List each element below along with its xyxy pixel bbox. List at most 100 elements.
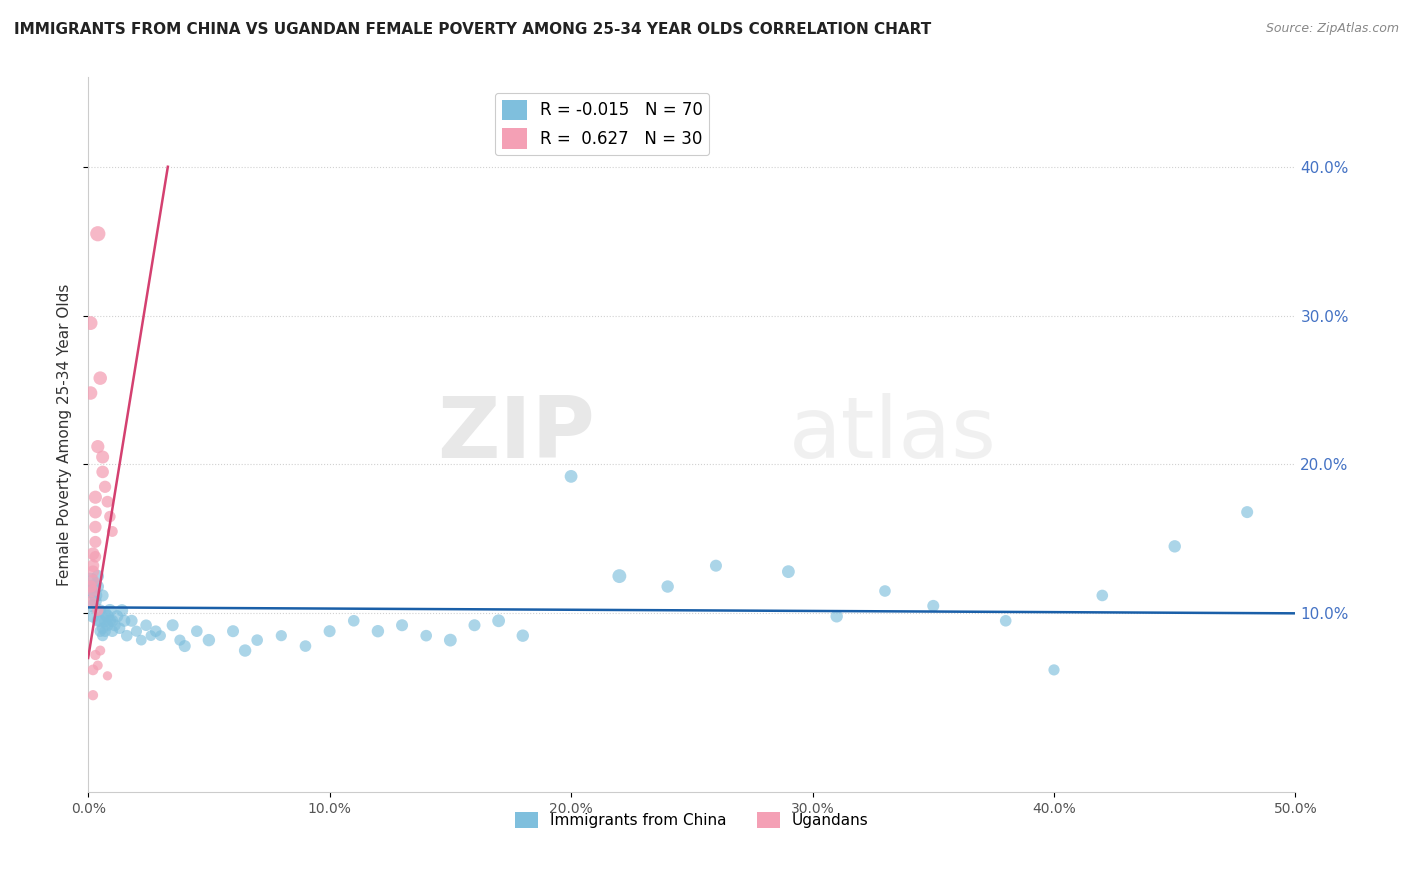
Point (84, 505, 107, 519)
Point (96, 669, 118, 683)
Point (139, 629, 162, 643)
Point (111, 603, 134, 617)
Point (108, 621, 131, 635)
Point (125, 624, 148, 639)
Point (270, 629, 292, 643)
Point (79, 386, 101, 401)
Point (82, 688, 104, 702)
Point (98, 614, 121, 628)
Point (79, 594, 101, 608)
Point (246, 633, 269, 648)
Legend: Immigrants from China, Ugandans: Immigrants from China, Ugandans (509, 806, 875, 834)
Point (169, 633, 191, 648)
Point (91, 621, 114, 635)
Point (84, 648, 107, 662)
Point (96, 618, 118, 632)
Point (173, 639, 195, 653)
Point (79, 574, 101, 588)
Point (101, 624, 124, 639)
Point (609, 569, 631, 583)
Point (79, 584, 101, 599)
Point (704, 558, 727, 573)
Point (87, 580, 110, 594)
Point (96, 609, 118, 624)
Point (84, 594, 107, 608)
Point (84, 520, 107, 534)
Point (1091, 589, 1114, 603)
Point (186, 624, 208, 639)
Point (87, 614, 110, 628)
Point (87, 440, 110, 454)
Point (994, 614, 1017, 628)
Point (89, 614, 111, 628)
Point (94, 614, 117, 628)
Point (89, 643, 111, 657)
Point (89, 624, 111, 639)
Point (94, 607, 117, 621)
Point (98, 509, 121, 524)
Point (922, 599, 945, 613)
Point (198, 633, 221, 648)
Point (91, 465, 114, 479)
Point (82, 558, 104, 573)
Point (105, 609, 128, 624)
Point (233, 643, 256, 657)
Point (512, 629, 534, 643)
Point (1236, 505, 1258, 519)
Text: Source: ZipAtlas.com: Source: ZipAtlas.com (1265, 22, 1399, 36)
Point (91, 629, 114, 643)
Point (104, 618, 127, 632)
Point (82, 609, 104, 624)
Point (778, 565, 800, 579)
Point (149, 629, 172, 643)
Point (96, 494, 118, 508)
Point (84, 549, 107, 564)
Point (79, 580, 101, 594)
Point (129, 633, 152, 648)
Point (91, 450, 114, 464)
Point (101, 524, 124, 539)
Point (87, 603, 110, 617)
Point (87, 227, 110, 241)
Point (89, 371, 111, 385)
Text: ZIP: ZIP (437, 393, 595, 476)
Point (1164, 539, 1187, 553)
Point (343, 614, 366, 628)
Point (825, 609, 848, 624)
Point (98, 603, 121, 617)
Point (415, 629, 437, 643)
Point (135, 618, 157, 632)
Point (79, 316, 101, 330)
Point (87, 569, 110, 583)
Point (657, 580, 679, 594)
Point (439, 633, 461, 648)
Point (82, 663, 104, 677)
Point (112, 614, 135, 628)
Point (318, 624, 340, 639)
Point (82, 584, 104, 599)
Point (82, 574, 104, 588)
Point (82, 580, 104, 594)
Point (84, 534, 107, 549)
Point (115, 629, 138, 643)
Point (101, 614, 124, 628)
Point (294, 639, 316, 653)
Point (873, 584, 896, 599)
Point (94, 480, 117, 494)
Point (84, 490, 107, 504)
Point (82, 547, 104, 561)
Point (82, 599, 104, 613)
Text: IMMIGRANTS FROM CHINA VS UGANDAN FEMALE POVERTY AMONG 25-34 YEAR OLDS CORRELATIO: IMMIGRANTS FROM CHINA VS UGANDAN FEMALE … (14, 22, 931, 37)
Point (82, 565, 104, 579)
Point (222, 624, 245, 639)
Point (463, 618, 485, 632)
Point (162, 618, 184, 632)
Y-axis label: Female Poverty Among 25-34 Year Olds: Female Poverty Among 25-34 Year Olds (58, 284, 72, 586)
Point (367, 624, 389, 639)
Point (87, 658, 110, 673)
Point (1043, 663, 1066, 677)
Point (89, 603, 111, 617)
Point (91, 589, 114, 603)
Point (94, 624, 117, 639)
Point (391, 618, 413, 632)
